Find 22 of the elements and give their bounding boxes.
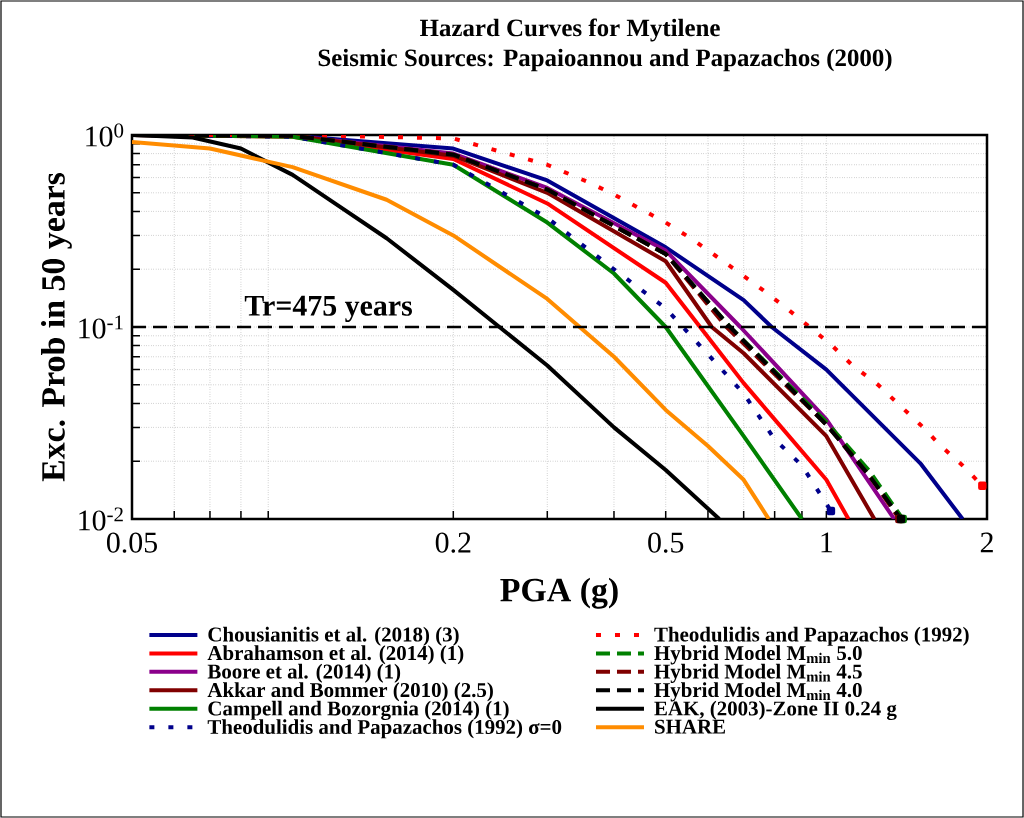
legend-label: Campell and Bozorgnia (2014) (1)	[208, 700, 509, 720]
legend-label: Boore et al. (2014) (1)	[207, 663, 401, 683]
y-tick-label: 10$^{0}$	[86, 123, 124, 147]
x-tick-label: 2	[980, 532, 993, 553]
legend-label: Theodulidis and Papazachos (1992)	[654, 626, 969, 646]
x-tick-label: 0.2	[435, 532, 471, 553]
y-tick-label: 10$^{-2}$	[79, 507, 123, 531]
legend-label: SHARE	[655, 719, 725, 734]
x-axis-title: PGA (g)	[500, 577, 618, 609]
chart-title: Hazard Curves for Mytilene	[419, 18, 720, 42]
x-tick-label: 0.05	[106, 532, 157, 553]
x-tick-label: 1	[821, 532, 833, 553]
x-tick-label: 0.5	[648, 532, 684, 553]
legend-label: Theodulidis and Papazachos (1992) σ=0	[207, 719, 562, 739]
legend-label: Hybrid Model M$_{min}$ 4.5	[654, 663, 862, 683]
legend-label: Chousianitis et al. (2018) (3)	[208, 626, 459, 646]
legend-label: EAK, (2003)-Zone II 0.24 g	[654, 700, 897, 720]
y-axis-title: Exc. Prob in 50 years	[41, 172, 72, 482]
chart-subtitle: Seismic Sources: Papaioannou and Papazachos (2000)	[318, 48, 892, 72]
annotation: Tr=475 years	[244, 295, 412, 322]
legend-label: Hybrid Model M$_{min}$ 4.0	[654, 682, 862, 702]
y-tick-label: 10$^{-1}$	[79, 315, 123, 339]
